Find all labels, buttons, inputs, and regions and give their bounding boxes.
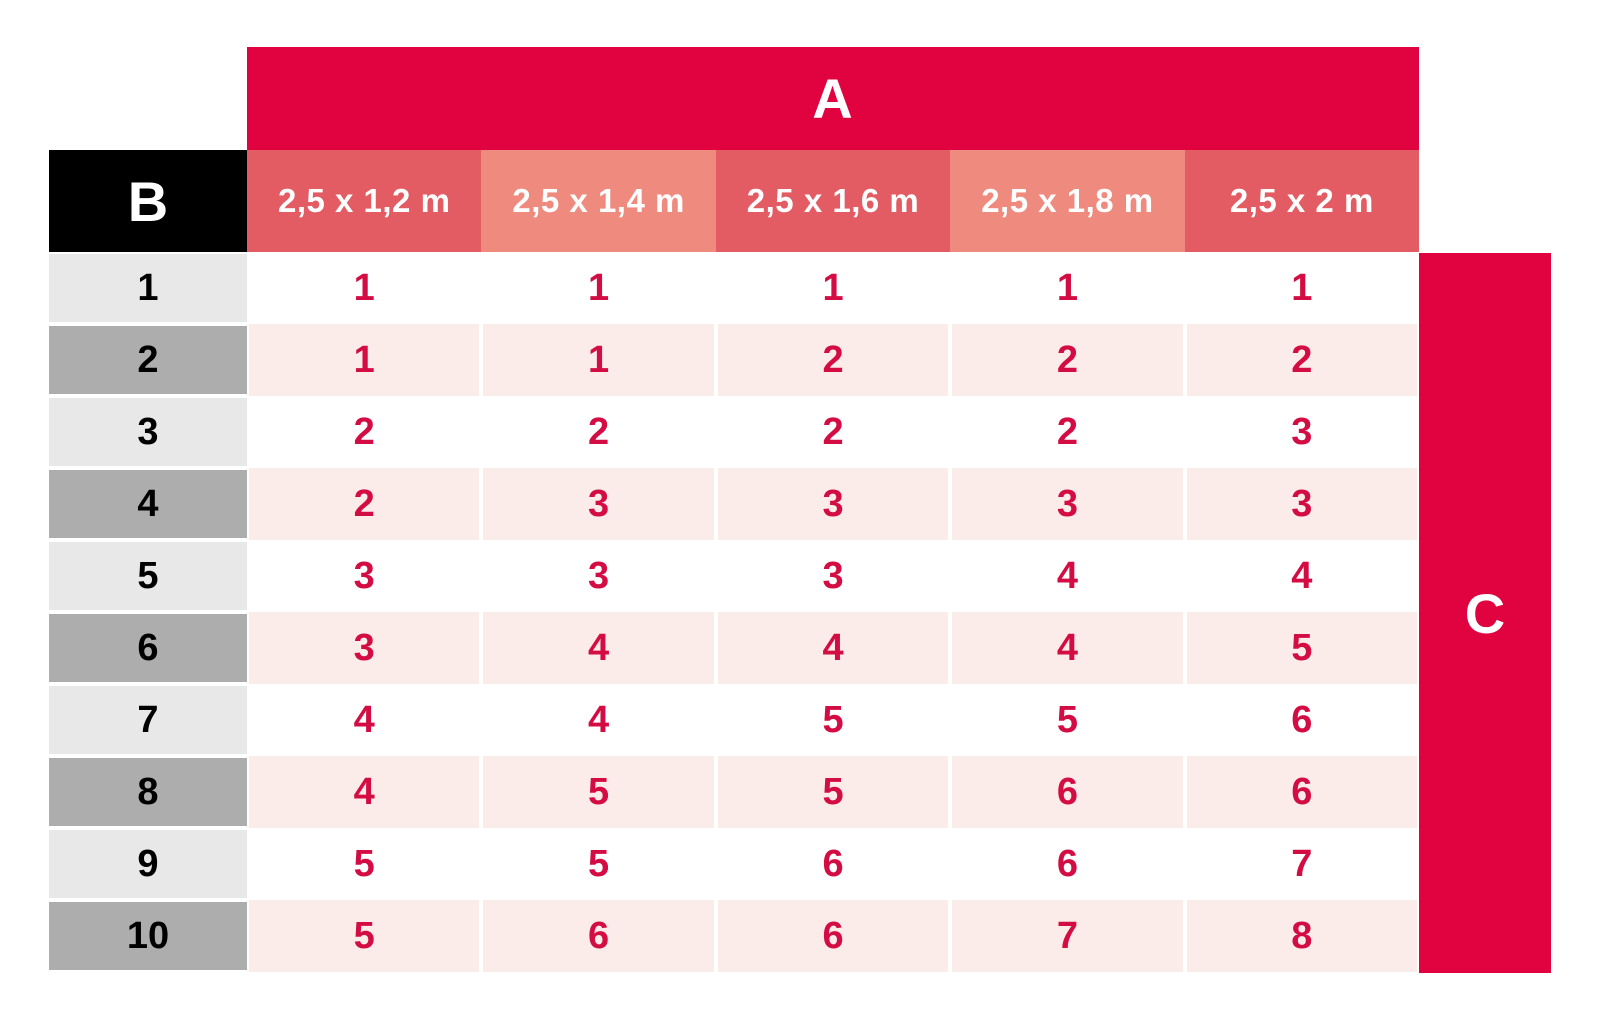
- data-cell: 7: [950, 900, 1185, 972]
- row-label: 4: [49, 468, 247, 540]
- data-cell: 5: [715, 684, 951, 756]
- data-cell: 6: [715, 900, 951, 972]
- row-label: 7: [49, 684, 247, 756]
- data-cell: 5: [247, 900, 482, 972]
- data-cell: 6: [481, 900, 716, 972]
- data-cell: 6: [1184, 684, 1420, 756]
- column-header: 2,5 x 1,8 m: [950, 150, 1185, 252]
- data-cell: 4: [950, 612, 1185, 684]
- data-cell: 5: [715, 756, 951, 828]
- data-cell: 4: [950, 540, 1185, 612]
- data-cell: 3: [247, 540, 482, 612]
- data-cell: 2: [950, 324, 1185, 396]
- data-cell: 1: [1184, 252, 1420, 324]
- column-header: 2,5 x 2 m: [1184, 150, 1420, 252]
- data-cell: 1: [481, 324, 716, 396]
- row-label: 6: [49, 612, 247, 684]
- row-label: 1: [49, 252, 247, 324]
- row-label: 8: [49, 756, 247, 828]
- data-cell: 3: [1184, 468, 1420, 540]
- data-cell: 2: [481, 396, 716, 468]
- data-cell: 3: [950, 468, 1185, 540]
- data-cell: 6: [715, 828, 951, 900]
- data-cell: 1: [247, 252, 482, 324]
- row-label: 10: [49, 900, 247, 972]
- right-band-c-label: C: [1464, 581, 1506, 645]
- data-cell: 4: [1184, 540, 1420, 612]
- data-cell: 4: [247, 756, 482, 828]
- column-header: 2,5 x 1,2 m: [247, 150, 482, 252]
- data-cell: 6: [950, 756, 1185, 828]
- top-band-a: A: [247, 47, 1419, 150]
- data-cell: 5: [247, 828, 482, 900]
- data-cell: 3: [247, 612, 482, 684]
- row-label-column: 1 2 3 4 5 6 7 8 9 10: [49, 252, 247, 972]
- data-cell: 5: [950, 684, 1185, 756]
- row-label: 3: [49, 396, 247, 468]
- data-cell: 2: [715, 396, 951, 468]
- top-band-a-label: A: [812, 67, 854, 130]
- data-cell: 4: [247, 684, 482, 756]
- column-header-row: 2,5 x 1,2 m 2,5 x 1,4 m 2,5 x 1,6 m 2,5 x 1…: [247, 150, 1420, 252]
- data-cell: 3: [715, 468, 951, 540]
- data-cell: 4: [481, 684, 716, 756]
- data-cell: 5: [481, 828, 716, 900]
- data-cell: 1: [950, 252, 1185, 324]
- data-cell: 3: [715, 540, 951, 612]
- data-cell: 6: [950, 828, 1185, 900]
- data-cell: 6: [1184, 756, 1420, 828]
- corner-cell-b: B: [49, 150, 247, 252]
- data-cell: 5: [1184, 612, 1420, 684]
- data-cell: 1: [715, 252, 951, 324]
- data-cell: 5: [481, 756, 716, 828]
- row-label: 9: [49, 828, 247, 900]
- data-cell: 4: [481, 612, 716, 684]
- data-cell: 2: [247, 396, 482, 468]
- data-cell: 8: [1184, 900, 1420, 972]
- column-header: 2,5 x 1,4 m: [481, 150, 716, 252]
- data-cell: 3: [481, 540, 716, 612]
- data-cell: 4: [715, 612, 951, 684]
- data-cell: 1: [481, 252, 716, 324]
- row-label: 5: [49, 540, 247, 612]
- data-cell: 2: [715, 324, 951, 396]
- data-cell: 3: [481, 468, 716, 540]
- corner-cell-b-label: B: [127, 169, 169, 233]
- row-label: 2: [49, 324, 247, 396]
- data-cell: 2: [950, 396, 1185, 468]
- data-cell: 7: [1184, 828, 1420, 900]
- right-band-c: C: [1419, 253, 1551, 973]
- data-cell: 1: [247, 324, 482, 396]
- column-header: 2,5 x 1,6 m: [715, 150, 951, 252]
- data-cell: 3: [1184, 396, 1420, 468]
- data-cell: 2: [1184, 324, 1420, 396]
- data-cell: 2: [247, 468, 482, 540]
